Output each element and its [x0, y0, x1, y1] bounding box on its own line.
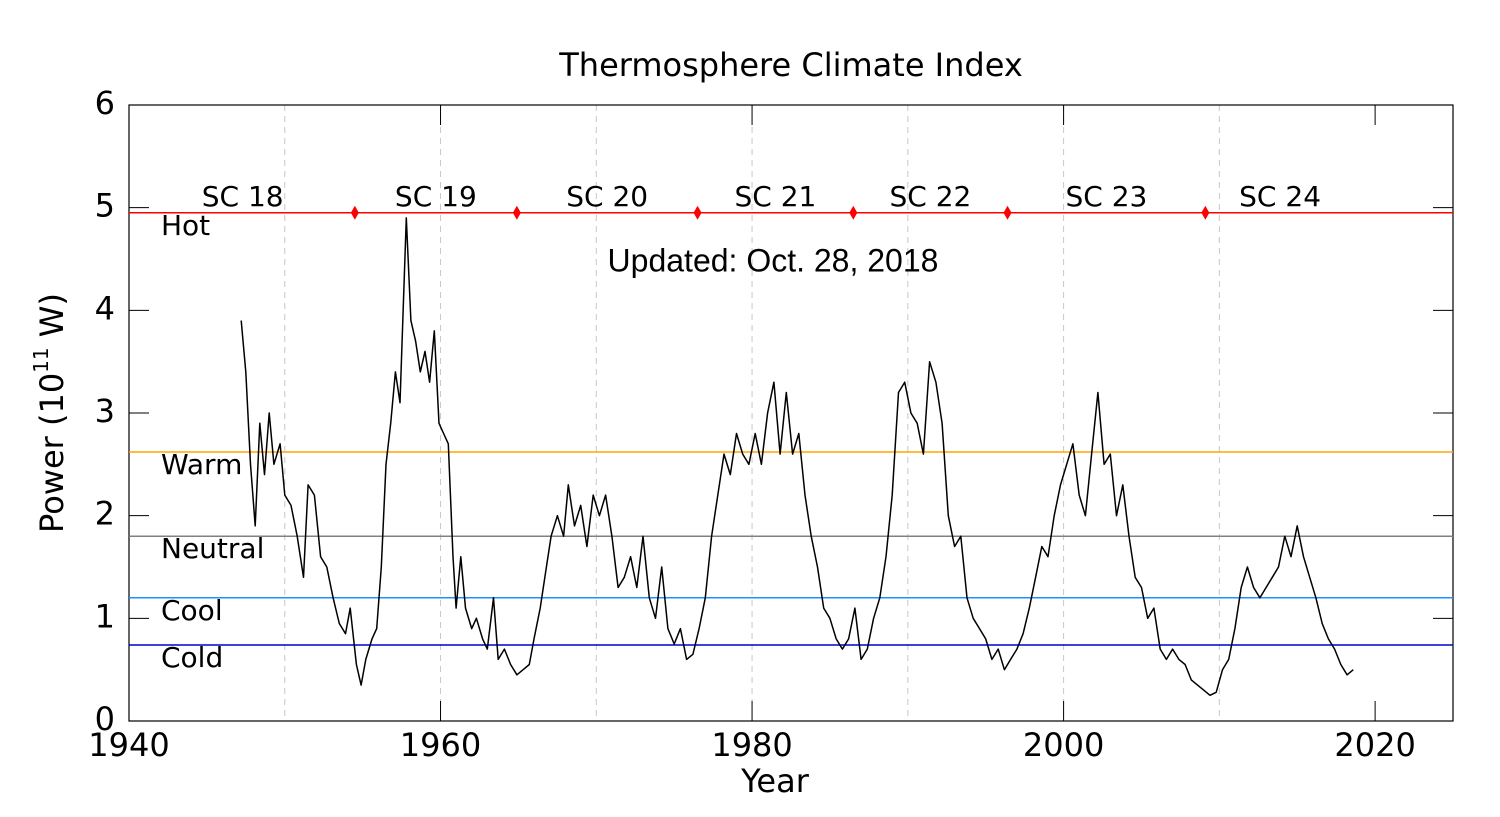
- y-axis-label-exponent: 11: [29, 347, 53, 372]
- x-tick-label: 2000: [1023, 726, 1104, 764]
- cycle-boundary: [512, 205, 521, 220]
- cycle-label: SC 21: [734, 180, 816, 213]
- cycle-boundary: [350, 205, 359, 220]
- level-label: Cold: [161, 641, 223, 674]
- x-tick-label: 1940: [88, 726, 169, 764]
- y-tick-label: 1: [95, 597, 115, 635]
- y-tick-label: 0: [95, 700, 115, 738]
- cycle-label: SC 18: [202, 180, 284, 213]
- level-label: Cool: [161, 594, 223, 627]
- level-label: Neutral: [161, 532, 264, 565]
- y-tick-label: 5: [95, 187, 115, 225]
- cycle-boundary: [1201, 205, 1210, 220]
- cycle-boundary: [693, 205, 702, 220]
- annotation: Updated: Oct. 28, 2018: [608, 242, 939, 278]
- data-line: [240, 217, 1354, 697]
- x-tick-label: 1980: [711, 726, 792, 764]
- y-tick-label: 2: [95, 495, 115, 533]
- cycle-boundary: [849, 205, 858, 220]
- y-tick-label: 4: [95, 289, 115, 327]
- cycle-label: SC 19: [395, 180, 477, 213]
- y-tick-label: 3: [95, 392, 115, 430]
- x-tick-label: 2020: [1334, 726, 1415, 764]
- chart-title: Thermosphere Climate Index: [558, 46, 1023, 84]
- y-axis-label-suffix: W): [33, 293, 71, 347]
- y-axis-label-text: Power (10: [33, 373, 71, 533]
- y-tick-label: 6: [95, 84, 115, 122]
- cycle-label: SC 24: [1239, 180, 1321, 213]
- cycle-label: SC 22: [889, 180, 971, 213]
- level-label: Hot: [161, 209, 210, 242]
- level-label: Warm: [161, 448, 242, 481]
- x-axis-label: Year: [740, 762, 810, 800]
- x-tick-label: 1960: [400, 726, 481, 764]
- cycle-boundary: [1003, 205, 1012, 220]
- cycle-label: SC 23: [1065, 180, 1147, 213]
- y-axis-label: Power (1011 W): [29, 293, 72, 533]
- cycle-label: SC 20: [566, 180, 648, 213]
